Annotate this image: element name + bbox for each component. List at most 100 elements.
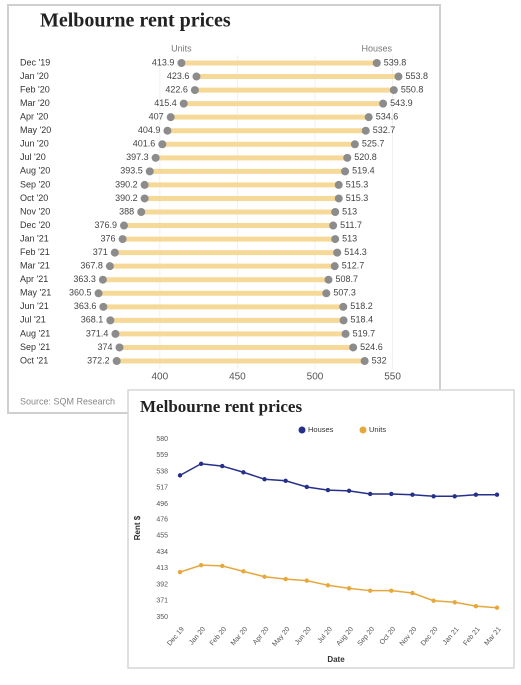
y-tick-label: Apr '20 — [20, 112, 48, 122]
data-label: 519.4 — [352, 166, 375, 176]
chart-1: 400 450 500 550 Units Houses Dec '19 413.9 539.8… — [20, 43, 428, 382]
point — [241, 470, 246, 475]
dot — [94, 289, 103, 298]
data-label: 413.9 — [152, 57, 175, 67]
dot — [151, 153, 160, 162]
point — [494, 605, 500, 610]
dot — [115, 343, 124, 352]
data-label: 371 — [93, 247, 108, 257]
y-tick-label: Apr '21 — [20, 274, 48, 284]
data-label: 404.9 — [138, 125, 161, 135]
data-label: 513 — [342, 206, 357, 216]
point — [431, 494, 436, 499]
x-tick-label: 550 — [384, 372, 401, 383]
dot — [99, 302, 108, 311]
y-tick-label: Jun '20 — [20, 139, 49, 149]
point — [389, 491, 394, 497]
point — [452, 600, 457, 605]
data-label: 422.6 — [165, 84, 188, 94]
x-tick-label: 400 — [151, 372, 168, 383]
data-label: 515.3 — [346, 179, 369, 189]
y-tick-label: 476 — [156, 516, 168, 523]
dot — [330, 262, 339, 271]
point — [325, 583, 331, 588]
point — [241, 569, 246, 574]
dot — [361, 126, 370, 135]
x-tick-label: 450 — [229, 372, 246, 383]
point — [283, 576, 288, 582]
point — [368, 588, 373, 593]
x-tick-label: 500 — [307, 372, 324, 383]
series-line — [179, 462, 497, 498]
legend-label: Units — [369, 425, 386, 434]
dot — [158, 140, 167, 149]
y-tick-label: Oct '20 — [20, 193, 48, 203]
point — [304, 578, 309, 583]
data-label: 397.3 — [126, 152, 149, 162]
dot — [111, 329, 120, 338]
dot — [192, 72, 201, 81]
dot — [105, 262, 114, 271]
data-label: 508.7 — [336, 274, 359, 284]
data-label: 374 — [97, 342, 112, 352]
y-tick-label: Sep '21 — [20, 342, 50, 352]
y-tick-label: Dec '20 — [20, 220, 50, 230]
point — [220, 563, 225, 569]
data-label: 553.8 — [405, 71, 428, 81]
data-label: 390.2 — [115, 193, 138, 203]
dot — [350, 140, 359, 149]
point — [494, 492, 500, 497]
data-label: 524.6 — [360, 342, 383, 352]
data-label: 518.2 — [350, 301, 373, 311]
dot — [137, 208, 146, 216]
data-label: 507.3 — [333, 288, 356, 298]
data-label: 401.6 — [133, 139, 156, 149]
point — [368, 491, 373, 497]
data-label: 388 — [119, 206, 134, 216]
dot — [372, 59, 381, 67]
y-tick-label: Feb '21 — [20, 247, 50, 257]
y-tick-label: Mar '21 — [20, 261, 50, 271]
dot — [334, 180, 343, 189]
dot — [166, 113, 175, 122]
point — [431, 598, 436, 603]
dot — [364, 113, 373, 122]
data-label: 363.6 — [74, 301, 97, 311]
data-label: 519.7 — [353, 328, 376, 338]
y-tick-label: 455 — [156, 533, 168, 540]
dot — [389, 86, 398, 95]
y-tick-label: 371 — [156, 598, 168, 605]
data-label: 534.6 — [376, 112, 399, 122]
data-label: 532.7 — [373, 125, 396, 135]
dot — [343, 153, 352, 162]
y-tick-label: Aug '20 — [20, 166, 50, 176]
data-label: 520.8 — [354, 152, 377, 162]
y-tick-label: 580 — [156, 436, 168, 443]
dot — [349, 343, 358, 352]
dot — [324, 275, 333, 284]
point — [389, 588, 394, 593]
dot — [329, 221, 338, 230]
y-tick-label: 538 — [156, 468, 168, 475]
dot — [145, 167, 154, 176]
y-tick-label: 517 — [156, 485, 168, 492]
legend-label: Houses — [308, 425, 334, 434]
data-label: 525.7 — [362, 139, 385, 149]
dot — [179, 99, 188, 108]
data-label: 532 — [372, 355, 387, 365]
data-label: 363.3 — [73, 274, 96, 284]
data-label: 550.8 — [401, 84, 424, 94]
x-axis-label: Date — [327, 655, 345, 664]
data-label: 407 — [149, 112, 164, 122]
y-tick-label: Jul '20 — [20, 152, 46, 162]
data-label: 376 — [101, 233, 116, 243]
point — [346, 586, 352, 591]
source: Source: SQM Research — [20, 396, 115, 406]
data-label: 423.6 — [167, 71, 190, 81]
data-label: 376.9 — [94, 220, 117, 230]
dot — [163, 126, 172, 135]
dot — [177, 59, 186, 67]
y-tick-label: Mar '20 — [20, 98, 50, 108]
data-label: 367.8 — [80, 261, 103, 271]
